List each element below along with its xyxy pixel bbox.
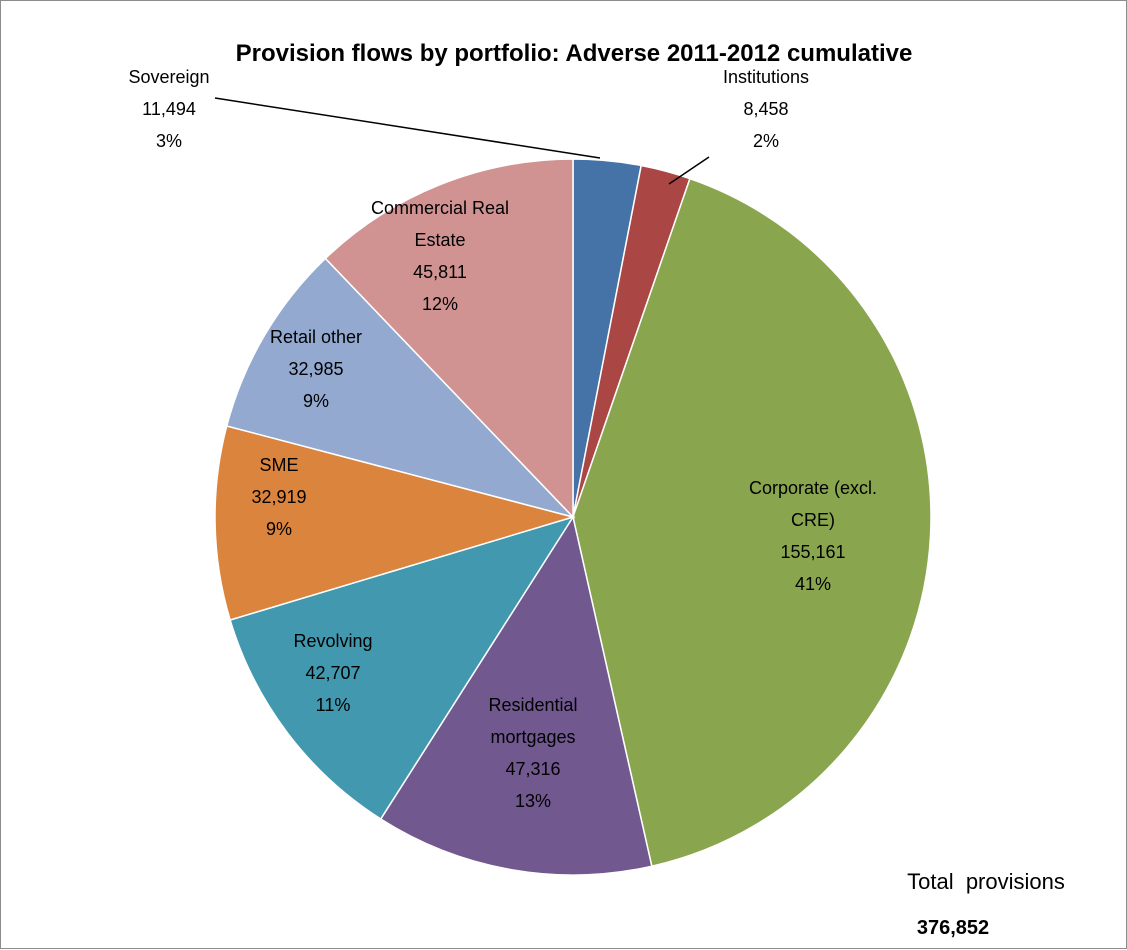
slice-label-corporate-excl-cre: Corporate (excl. CRE) 155,161 41%: [749, 478, 877, 594]
pie-slice-revolving: [229, 515, 575, 821]
slice-labels: Sovereign 11,494 3% Institutions 8,458 2% Corp…: [128, 67, 877, 811]
slice-label-revolving: Revolving 42,707 11%: [293, 631, 372, 715]
chart-title: Provision flows by portfolio: Adverse 20…: [236, 40, 913, 67]
slice-label-institutions: Institutions 8,458 2%: [723, 67, 809, 151]
pie-slice-sme: [214, 425, 576, 621]
leader-line-institutions: [668, 156, 710, 185]
total-provisions-value: 376,852: [917, 917, 989, 939]
slice-label-commercial-real-estate: Commercial Real Estate 45,811 12%: [371, 198, 509, 314]
pie-slice-corporate-excl-cre: [572, 177, 932, 868]
pie-slice-retail-other: [225, 257, 576, 519]
slice-label-sovereign: Sovereign 11,494 3%: [128, 67, 209, 151]
slice-label-residential-mortgages: Residential mortgages 47,316 13%: [488, 695, 577, 811]
slice-label-sme: SME 32,919 9%: [251, 455, 306, 539]
leader-lines: [214, 97, 710, 185]
leader-line-sovereign: [214, 97, 601, 159]
pie-slice-commercial-real-estate: [324, 158, 574, 519]
pie-slices: [214, 158, 932, 876]
pie-slice-residential-mortgages: [379, 515, 653, 876]
total-provisions-label: Total provisions: [907, 869, 1065, 894]
slice-label-retail-other: Retail other 32,985 9%: [270, 327, 362, 411]
